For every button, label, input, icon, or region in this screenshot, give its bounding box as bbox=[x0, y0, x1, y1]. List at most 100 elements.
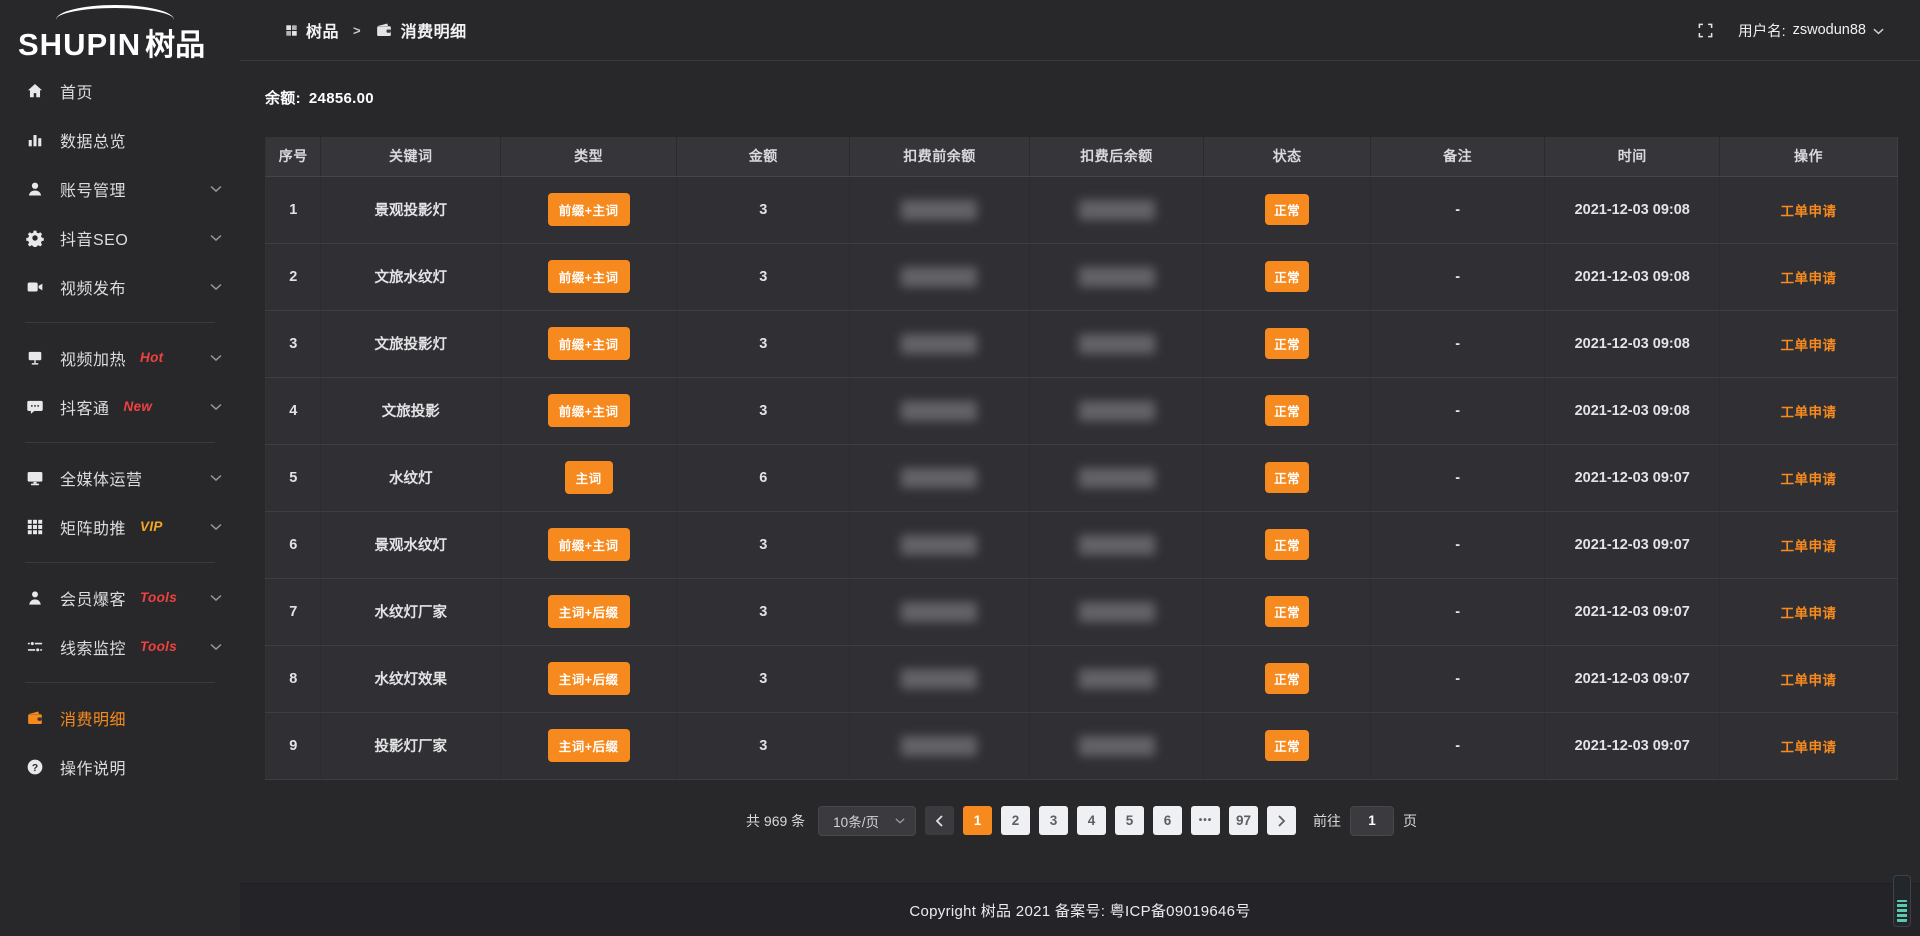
fullscreen-icon[interactable] bbox=[1697, 22, 1714, 39]
sidebar-item-视频发布[interactable]: 视频发布 bbox=[0, 262, 240, 311]
widget-stripes-decoration bbox=[1897, 900, 1907, 922]
work-order-link[interactable]: 工单申请 bbox=[1780, 672, 1837, 688]
sidebar-item-矩阵助推[interactable]: 矩阵助推 VIP bbox=[0, 502, 240, 551]
cell-balance-after bbox=[1029, 310, 1205, 378]
page-jump: 前往 页 bbox=[1313, 805, 1417, 836]
cell-status: 正常 bbox=[1203, 310, 1371, 378]
chevron-down-icon bbox=[210, 643, 222, 651]
user-icon bbox=[25, 179, 45, 199]
redacted-value bbox=[901, 534, 978, 555]
more-pages-button[interactable]: ••• bbox=[1190, 806, 1220, 835]
page-size-select[interactable]: 10条/页 bbox=[818, 805, 916, 836]
status-badge: 正常 bbox=[1265, 395, 1310, 426]
type-badge: 前缀+主词 bbox=[547, 327, 630, 360]
cell-action: 工单申请 bbox=[1719, 377, 1898, 445]
jump-page-input[interactable] bbox=[1349, 805, 1394, 836]
page-button-97[interactable]: 97 bbox=[1228, 806, 1258, 835]
chevron-down-icon bbox=[210, 185, 222, 193]
table-row: 3 文旅投影灯 前缀+主词 3 正常 -2021-12-03 09:08 工单申请 bbox=[265, 310, 1898, 378]
cell-balance-before bbox=[849, 243, 1030, 311]
cell-action: 工单申请 bbox=[1719, 243, 1898, 311]
column-header-状态: 状态 bbox=[1203, 137, 1371, 177]
sidebar-item-label: 线索监控 bbox=[60, 640, 127, 658]
cell-keyword: 投影灯厂家 bbox=[320, 712, 501, 780]
sidebar-item-账号管理[interactable]: 账号管理 bbox=[0, 164, 240, 213]
work-order-link[interactable]: 工单申请 bbox=[1780, 404, 1837, 420]
browser-extension-widget[interactable] bbox=[1893, 875, 1911, 927]
sidebar-divider bbox=[25, 442, 215, 443]
page-button-6[interactable]: 6 bbox=[1152, 806, 1182, 835]
work-order-link[interactable]: 工单申请 bbox=[1780, 270, 1837, 286]
sidebar-item-抖客通[interactable]: 抖客通 New bbox=[0, 382, 240, 431]
pagination-total: 共 969 条 bbox=[746, 812, 806, 829]
table-row: 5 水纹灯 主词 6 正常 -2021-12-03 09:07 工单申请 bbox=[265, 444, 1898, 512]
cell-time: 2021-12-03 09:08 bbox=[1544, 243, 1721, 311]
work-order-link[interactable]: 工单申请 bbox=[1780, 337, 1837, 353]
cell-status: 正常 bbox=[1203, 444, 1371, 512]
work-order-link[interactable]: 工单申请 bbox=[1780, 739, 1837, 755]
cell-status: 正常 bbox=[1203, 176, 1371, 244]
cell-status: 正常 bbox=[1203, 645, 1371, 713]
cell-keyword: 水纹灯效果 bbox=[320, 645, 501, 713]
cell-remark: - bbox=[1370, 243, 1546, 311]
cell-balance-before bbox=[849, 176, 1030, 244]
cell-time: 2021-12-03 09:07 bbox=[1544, 712, 1721, 780]
type-badge: 前缀+主词 bbox=[547, 260, 630, 293]
sidebar-item-badge: Hot bbox=[140, 350, 164, 365]
sidebar-item-全媒体运营[interactable]: 全媒体运营 bbox=[0, 453, 240, 502]
cell-action: 工单申请 bbox=[1719, 444, 1898, 512]
member-icon bbox=[25, 588, 45, 608]
sidebar-item-视频加热[interactable]: 视频加热 Hot bbox=[0, 333, 240, 382]
work-order-link[interactable]: 工单申请 bbox=[1780, 605, 1837, 621]
breadcrumb-separator: > bbox=[353, 22, 361, 38]
cell-index: 5 bbox=[265, 444, 322, 512]
top-bar: 树品 > 消费明细 用户名: zswodun88 bbox=[240, 0, 1920, 61]
page-button-3[interactable]: 3 bbox=[1038, 806, 1068, 835]
sidebar-item-消费明细[interactable]: 消费明细 bbox=[0, 693, 240, 742]
sidebar-item-会员爆客[interactable]: 会员爆客 Tools bbox=[0, 573, 240, 622]
sidebar-item-badge: Tools bbox=[140, 590, 178, 605]
cell-amount: 3 bbox=[676, 176, 851, 244]
cell-remark: - bbox=[1370, 645, 1546, 713]
next-page-button[interactable] bbox=[1266, 806, 1296, 835]
topbar-right: 用户名: zswodun88 bbox=[1697, 20, 1884, 41]
cell-keyword: 文旅投影灯 bbox=[320, 310, 501, 378]
column-header-类型: 类型 bbox=[500, 137, 678, 177]
page-button-2[interactable]: 2 bbox=[1000, 806, 1030, 835]
page-button-5[interactable]: 5 bbox=[1114, 806, 1144, 835]
work-order-link[interactable]: 工单申请 bbox=[1780, 203, 1837, 219]
work-order-link[interactable]: 工单申请 bbox=[1780, 471, 1837, 487]
sidebar-item-label: 操作说明 bbox=[60, 760, 127, 778]
consumption-table: 序号 关键词 类型 金额 扣费前余额 扣费后余额 状态 备注 时间 操作 1 景观投影灯 前缀+主词 3… bbox=[265, 137, 1898, 780]
cell-keyword: 文旅水纹灯 bbox=[320, 243, 501, 311]
sidebar-item-首页[interactable]: 首页 bbox=[0, 66, 240, 115]
sidebar-item-线索监控[interactable]: 线索监控 Tools bbox=[0, 622, 240, 671]
breadcrumb-item-树品[interactable]: 树品 bbox=[285, 18, 339, 42]
sidebar-item-label: 矩阵助推 bbox=[60, 520, 127, 538]
redacted-value bbox=[901, 266, 978, 287]
table-row: 9 投影灯厂家 主词+后缀 3 正常 -2021-12-03 09:07 工单申请 bbox=[265, 712, 1898, 780]
cell-balance-before bbox=[849, 645, 1030, 713]
dashboard-icon bbox=[285, 24, 298, 37]
sidebar-item-抖音SEO[interactable]: 抖音SEO bbox=[0, 213, 240, 262]
cell-index: 8 bbox=[265, 645, 322, 713]
page-button-4[interactable]: 4 bbox=[1076, 806, 1106, 835]
prev-page-button[interactable] bbox=[924, 806, 954, 835]
sidebar-item-label: 首页 bbox=[60, 84, 94, 102]
sidebar-item-操作说明[interactable]: ? 操作说明 bbox=[0, 742, 240, 791]
breadcrumb-item-消费明细[interactable]: 消费明细 bbox=[375, 18, 467, 42]
redacted-value bbox=[1078, 199, 1155, 220]
sidebar-item-数据总览[interactable]: 数据总览 bbox=[0, 115, 240, 164]
user-dropdown[interactable]: 用户名: zswodun88 bbox=[1738, 20, 1884, 41]
page-button-1[interactable]: 1 bbox=[962, 806, 992, 835]
cell-action: 工单申请 bbox=[1719, 511, 1898, 579]
table-row: 4 文旅投影 前缀+主词 3 正常 -2021-12-03 09:08 工单申请 bbox=[265, 377, 1898, 445]
work-order-link[interactable]: 工单申请 bbox=[1780, 538, 1837, 554]
column-header-扣费前余额: 扣费前余额 bbox=[849, 137, 1030, 177]
sidebar-divider bbox=[25, 322, 215, 323]
cell-amount: 3 bbox=[676, 712, 851, 780]
cell-status: 正常 bbox=[1203, 712, 1371, 780]
cell-type: 主词+后缀 bbox=[500, 645, 678, 713]
main-column: 树品 > 消费明细 用户名: zswodun88 余额: 24856.00 bbox=[240, 0, 1920, 936]
redacted-value bbox=[1078, 735, 1155, 756]
